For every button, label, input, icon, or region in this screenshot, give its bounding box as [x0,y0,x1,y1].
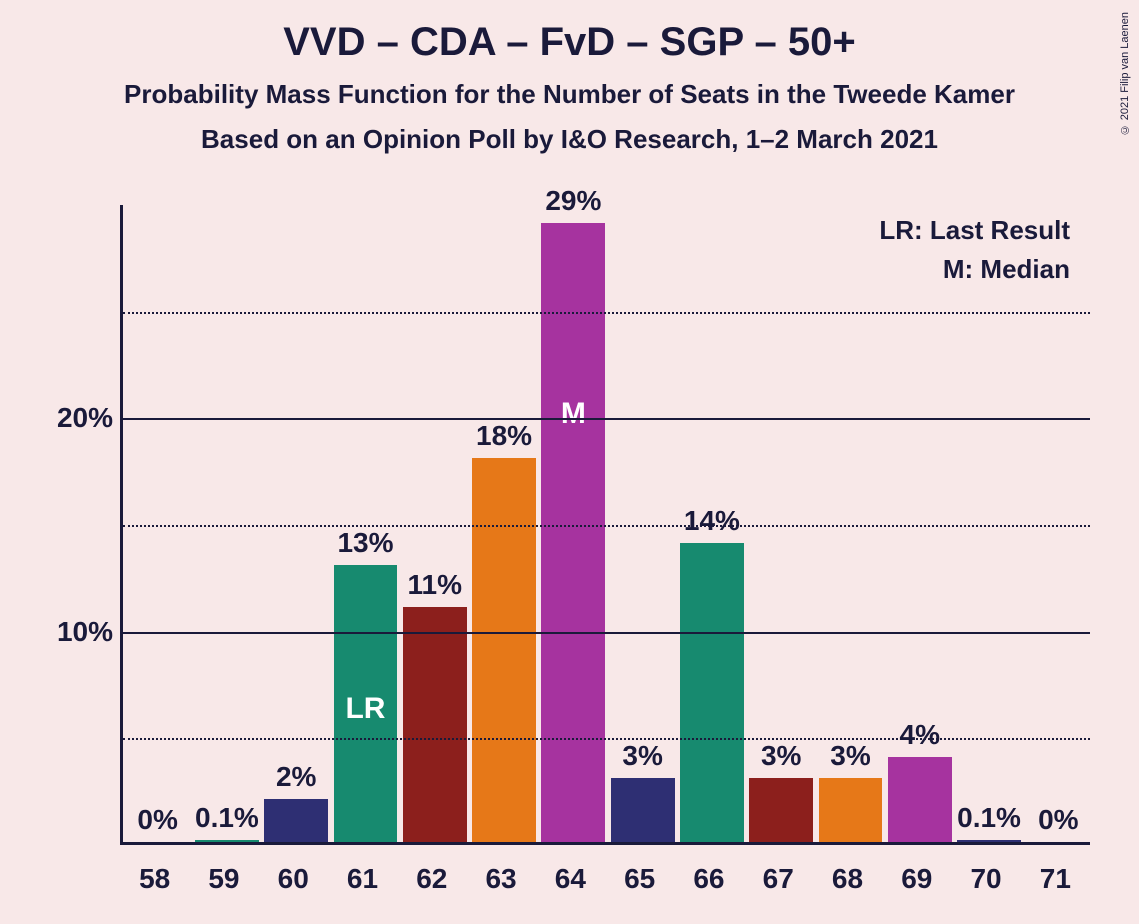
x-tick-label: 63 [485,863,516,895]
gridline-major [123,632,1090,634]
x-tick-label: 69 [901,863,932,895]
bar-65: 3% [611,778,675,842]
bar-value-label: 29% [545,185,601,217]
title-block: VVD – CDA – FvD – SGP – 50+ Probability … [0,0,1139,155]
gridline-major [123,418,1090,420]
copyright-text: © 2021 Filip van Laenen [1119,12,1131,135]
x-tick-label: 65 [624,863,655,895]
x-tick-label: 62 [416,863,447,895]
x-tick-label: 61 [347,863,378,895]
bar-value-label: 0.1% [195,802,259,834]
chart-subtitle-1: Probability Mass Function for the Number… [0,79,1139,110]
x-tick-label: 70 [970,863,1001,895]
y-tick-label: 20% [57,402,123,434]
chart-title: VVD – CDA – FvD – SGP – 50+ [0,20,1139,65]
y-tick-label: 10% [57,616,123,648]
bar-61: 13%LR [334,565,398,842]
bar-value-label: 0.1% [957,802,1021,834]
bar-69: 4% [888,757,952,842]
bar-63: 18% [472,458,536,842]
x-tick-label: 58 [139,863,170,895]
bar-value-label: 0% [1038,804,1078,836]
bar-value-label: 14% [684,505,740,537]
x-tick-label: 68 [832,863,863,895]
bar-62: 11% [403,607,467,842]
x-tick-label: 66 [693,863,724,895]
bar-70: 0.1% [957,840,1021,842]
bar-annotation: LR [345,692,385,726]
bar-value-label: 3% [622,740,662,772]
plot-inner: LR: Last Result M: Median 0%0.1%2%13%LR1… [120,205,1090,845]
bar-60: 2% [264,799,328,842]
bar-value-label: 3% [761,740,801,772]
x-tick-label: 59 [208,863,239,895]
gridline-minor [123,525,1090,527]
bar-value-label: 2% [276,761,316,793]
bar-value-label: 3% [830,740,870,772]
bar-68: 3% [819,778,883,842]
bar-value-label: 18% [476,420,532,452]
x-axis-labels: 58 59 60 61 62 63 64 65 66 67 68 69 70 71 [120,853,1090,903]
x-tick-label: 71 [1040,863,1071,895]
bar-59: 0.1% [195,840,259,842]
bars-container: 0%0.1%2%13%LR11%18%29%M3%14%3%3%4%0.1%0% [123,205,1090,842]
chart-subtitle-2: Based on an Opinion Poll by I&O Research… [0,124,1139,155]
bar-64: 29%M [541,223,605,842]
bar-66: 14% [680,543,744,842]
bar-67: 3% [749,778,813,842]
bar-value-label: 11% [408,569,463,601]
gridline-minor [123,312,1090,314]
bar-value-label: 4% [900,719,940,751]
x-tick-label: 60 [278,863,309,895]
bar-value-label: 0% [137,804,177,836]
plot-area: LR: Last Result M: Median 0%0.1%2%13%LR1… [50,205,1110,905]
bar-value-label: 13% [337,527,393,559]
gridline-minor [123,738,1090,740]
x-tick-label: 67 [763,863,794,895]
x-tick-label: 64 [555,863,586,895]
bar-annotation: M [561,397,586,431]
